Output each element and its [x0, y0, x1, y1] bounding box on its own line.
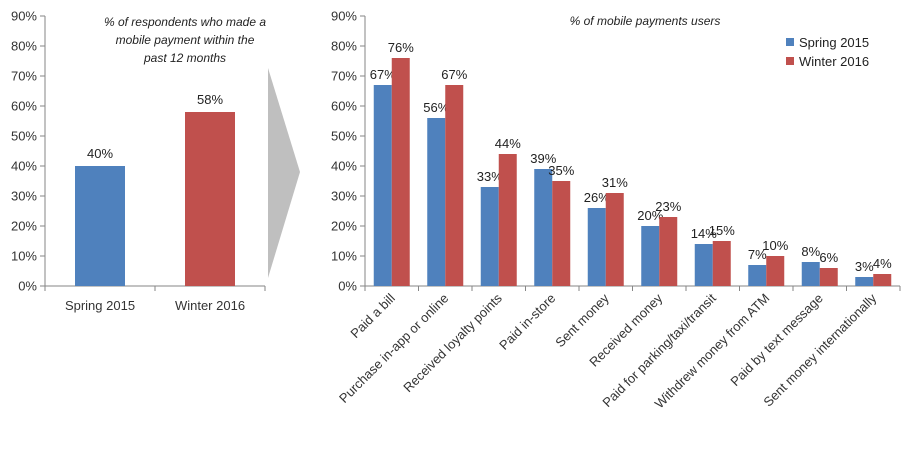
legend-label: Winter 2016 [799, 54, 869, 69]
left-y-tick-label: 20% [11, 219, 37, 234]
right-bar-winter-2016 [873, 274, 892, 286]
right-bar-data-label: 44% [495, 136, 521, 151]
right-y-tick-label: 10% [331, 249, 357, 264]
right-bar-winter-2016 [605, 193, 624, 286]
right-bar-winter-2016 [659, 217, 678, 286]
left-bar-winter-2016 [185, 112, 235, 286]
right-y-tick-label: 0% [338, 279, 357, 294]
right-bar-winter-2016 [498, 154, 517, 286]
right-x-tick-label: Paid in-store [496, 291, 558, 353]
left-y-tick-label: 80% [11, 39, 37, 54]
right-bar-data-label: 26% [584, 190, 610, 205]
right-bar-winter-2016 [445, 85, 464, 286]
left-bar-spring-2015 [75, 166, 125, 286]
right-bar-winter-2016 [766, 256, 785, 286]
right-y-tick-label: 90% [331, 9, 357, 24]
left-x-tick-label: Winter 2016 [175, 298, 245, 313]
right-bar-data-label: 39% [530, 151, 556, 166]
left-y-tick-label: 60% [11, 99, 37, 114]
right-bar-spring-2015 [480, 187, 499, 286]
right-bar-data-label: 67% [441, 67, 467, 82]
left-y-tick-label: 0% [18, 279, 37, 294]
right-bar-data-label: 35% [548, 163, 574, 178]
right-y-tick-label: 80% [331, 39, 357, 54]
right-bar-data-label: 56% [423, 100, 449, 115]
right-bar-spring-2015 [373, 85, 392, 286]
right-bar-data-label: 8% [801, 244, 820, 259]
right-bar-winter-2016 [552, 181, 571, 286]
right-bar-winter-2016 [391, 58, 410, 286]
right-x-tick-label: Received loyalty points [400, 290, 505, 395]
right-bar-spring-2015 [748, 265, 767, 286]
right-bar-spring-2015 [587, 208, 606, 286]
right-bar-data-label: 4% [873, 256, 892, 271]
right-bar-spring-2015 [427, 118, 446, 286]
left-chart-title-line: past 12 months [143, 51, 226, 65]
legend-label: Spring 2015 [799, 35, 869, 50]
right-bar-winter-2016 [712, 241, 731, 286]
left-x-tick-label: Spring 2015 [65, 298, 135, 313]
right-bar-data-label: 15% [709, 223, 735, 238]
right-bar-data-label: 10% [762, 238, 788, 253]
left-y-tick-label: 30% [11, 189, 37, 204]
left-y-tick-label: 90% [11, 9, 37, 24]
right-chart-title: % of mobile payments users [570, 14, 721, 28]
right-bar-spring-2015 [801, 262, 820, 286]
right-bar-spring-2015 [641, 226, 660, 286]
right-bar-data-label: 23% [655, 199, 681, 214]
right-bar-data-label: 7% [748, 247, 767, 262]
right-bar-spring-2015 [855, 277, 874, 286]
right-x-tick-label: Sent money internationally [760, 290, 879, 409]
left-y-tick-label: 70% [11, 69, 37, 84]
left-chart-title-line: % of respondents who made a [104, 15, 266, 29]
right-y-tick-label: 20% [331, 219, 357, 234]
right-bar-data-label: 6% [819, 250, 838, 265]
left-bar-data-label: 58% [197, 92, 223, 107]
right-y-tick-label: 50% [331, 129, 357, 144]
right-bar-winter-2016 [819, 268, 838, 286]
legend-swatch-winter-2016 [786, 57, 794, 65]
right-y-tick-label: 60% [331, 99, 357, 114]
right-arrow-shape [268, 68, 300, 278]
left-y-tick-label: 10% [11, 249, 37, 264]
left-chart-title-line: mobile payment within the [116, 33, 255, 47]
right-x-tick-label: Paid a bill [347, 290, 398, 341]
right-y-tick-label: 30% [331, 189, 357, 204]
right-bar-data-label: 67% [370, 67, 396, 82]
right-bar-data-label: 3% [855, 259, 874, 274]
right-y-tick-label: 70% [331, 69, 357, 84]
right-bar-spring-2015 [534, 169, 553, 286]
right-bar-data-label: 31% [602, 175, 628, 190]
right-bar-data-label: 14% [691, 226, 717, 241]
right-x-tick-label: Paid by text message [727, 291, 825, 389]
right-bar-data-label: 20% [637, 208, 663, 223]
right-bar-data-label: 76% [388, 40, 414, 55]
right-x-tick-label: Purchase in-app or online [336, 291, 451, 406]
left-y-tick-label: 40% [11, 159, 37, 174]
right-bar-spring-2015 [694, 244, 713, 286]
left-bar-data-label: 40% [87, 146, 113, 161]
right-y-tick-label: 40% [331, 159, 357, 174]
right-bar-data-label: 33% [477, 169, 503, 184]
legend-swatch-spring-2015 [786, 38, 794, 46]
left-y-tick-label: 50% [11, 129, 37, 144]
